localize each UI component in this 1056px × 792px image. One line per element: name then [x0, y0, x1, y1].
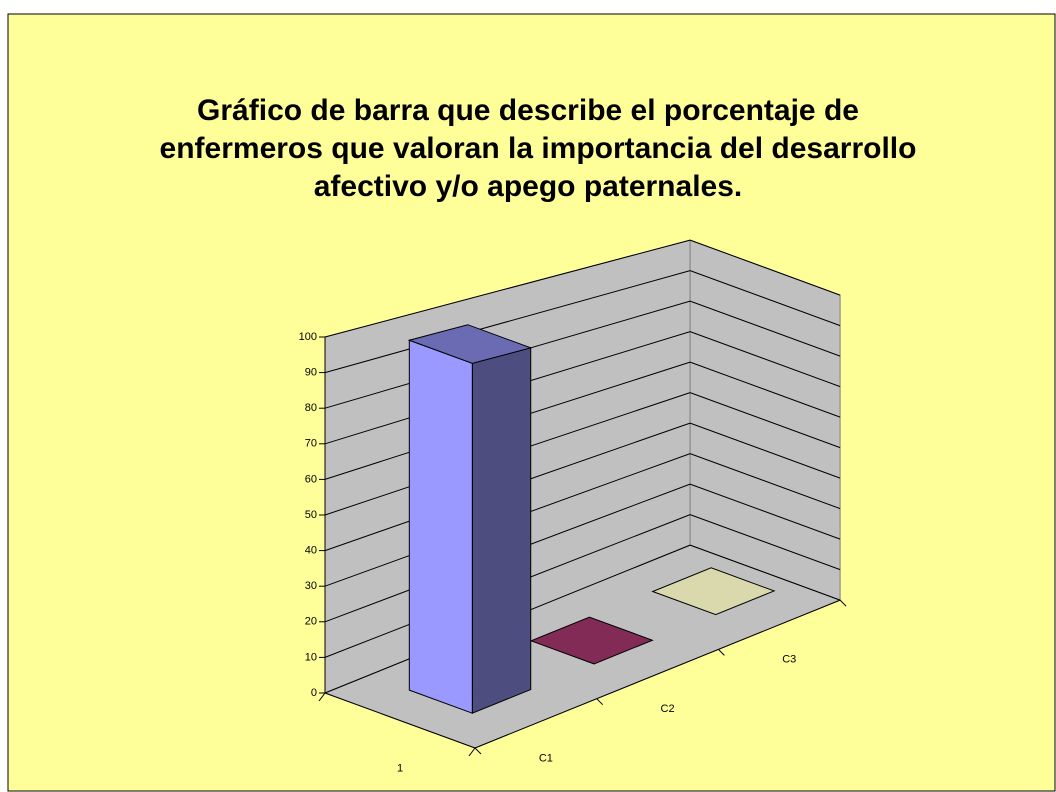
- grid-line: [324, 270, 691, 374]
- grid-line: [689, 453, 841, 510]
- grid-line: [689, 483, 841, 540]
- legend-label: C1: [539, 752, 553, 764]
- legend-label: C2: [661, 703, 675, 715]
- grid-line: [689, 544, 841, 601]
- grid-line: [689, 392, 841, 449]
- bar-top: [407, 324, 533, 364]
- y-tick-label: 70: [305, 438, 317, 450]
- bar-top: [529, 616, 654, 665]
- y-tick-label: 100: [299, 331, 317, 343]
- y-tick-label: 40: [305, 545, 317, 557]
- bar-front: [408, 339, 473, 714]
- depth-tick-mark: [718, 649, 725, 656]
- y-tick-label: 10: [305, 651, 317, 663]
- y-tick-label: 60: [305, 473, 317, 485]
- y-tick-label: 30: [305, 580, 317, 592]
- x-axis: [324, 692, 476, 749]
- bar-top: [651, 567, 776, 616]
- grid-line: [689, 361, 841, 418]
- grid-line: [689, 422, 841, 479]
- depth-tick-mark: [474, 747, 482, 755]
- x-tick-mark: [318, 692, 326, 702]
- chart-title: afectivo y/o apego paternales.: [314, 170, 742, 203]
- grid-line: [324, 239, 691, 338]
- grid-line: [689, 300, 841, 357]
- chart-title: Gráfico de barra que describe el porcent…: [197, 94, 859, 127]
- grid-line: [689, 331, 841, 388]
- y-tick-label: 50: [305, 509, 317, 521]
- y-tick-label: 0: [311, 687, 317, 699]
- depth-axis: [474, 599, 841, 749]
- depth-tick-mark: [596, 698, 604, 706]
- bar-side: [471, 347, 532, 714]
- grid-line: [689, 514, 841, 571]
- x-tick-label: 1: [397, 762, 403, 774]
- chart-title: enfermeros que valoran la importancia de…: [160, 132, 917, 165]
- grid-line: [689, 239, 841, 296]
- grid-line: [689, 270, 841, 327]
- x-tick-mark: [468, 747, 476, 757]
- depth-tick-mark: [839, 599, 847, 607]
- legend-label: C3: [782, 654, 796, 666]
- y-tick-label: 20: [305, 616, 317, 628]
- y-tick-label: 80: [305, 402, 317, 414]
- y-tick-label: 90: [305, 367, 317, 379]
